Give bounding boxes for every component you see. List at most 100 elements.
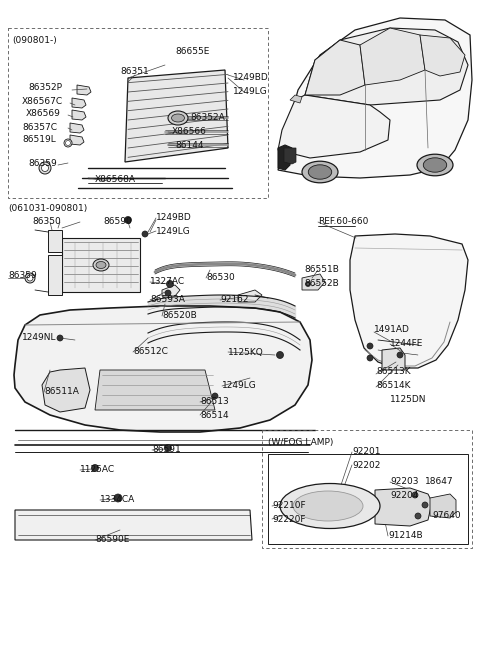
Text: 1249BD: 1249BD bbox=[156, 214, 192, 223]
Polygon shape bbox=[290, 95, 302, 103]
Polygon shape bbox=[238, 290, 262, 302]
Text: X86569: X86569 bbox=[26, 109, 61, 119]
Polygon shape bbox=[42, 368, 90, 412]
Polygon shape bbox=[95, 370, 215, 410]
Text: 97640: 97640 bbox=[432, 512, 461, 521]
Polygon shape bbox=[125, 70, 228, 162]
Text: 86513: 86513 bbox=[200, 398, 229, 407]
Text: 86593A: 86593A bbox=[150, 295, 185, 305]
Text: 1491AD: 1491AD bbox=[374, 326, 410, 335]
Text: 92202: 92202 bbox=[352, 460, 380, 470]
Circle shape bbox=[415, 513, 421, 519]
Polygon shape bbox=[77, 85, 91, 95]
Text: 86655E: 86655E bbox=[175, 48, 209, 56]
Circle shape bbox=[124, 217, 132, 223]
Polygon shape bbox=[305, 28, 468, 105]
Polygon shape bbox=[15, 510, 252, 540]
Bar bbox=[48, 255, 62, 295]
Text: 86359: 86359 bbox=[28, 160, 57, 168]
Circle shape bbox=[64, 139, 72, 147]
Circle shape bbox=[167, 280, 173, 288]
Text: (061031-090801): (061031-090801) bbox=[8, 204, 87, 212]
Circle shape bbox=[142, 231, 148, 237]
Circle shape bbox=[412, 492, 418, 498]
Text: 1249NL: 1249NL bbox=[22, 333, 57, 343]
Polygon shape bbox=[162, 285, 180, 296]
Text: 86352A: 86352A bbox=[190, 113, 225, 122]
Text: 1125DN: 1125DN bbox=[390, 396, 427, 405]
Polygon shape bbox=[302, 274, 325, 290]
Polygon shape bbox=[360, 28, 425, 85]
Ellipse shape bbox=[93, 259, 109, 271]
Text: 92201: 92201 bbox=[352, 447, 381, 457]
Bar bbox=[48, 230, 62, 252]
Text: 86512C: 86512C bbox=[133, 348, 168, 356]
Text: 86514: 86514 bbox=[200, 411, 228, 419]
Polygon shape bbox=[62, 238, 140, 292]
Text: 86351: 86351 bbox=[120, 67, 149, 77]
Polygon shape bbox=[284, 148, 296, 164]
Text: 92204: 92204 bbox=[390, 491, 419, 500]
Text: 18647: 18647 bbox=[425, 477, 454, 487]
Circle shape bbox=[276, 352, 284, 358]
Ellipse shape bbox=[302, 161, 338, 183]
Text: 86519L: 86519L bbox=[22, 136, 56, 145]
Ellipse shape bbox=[293, 491, 363, 521]
Circle shape bbox=[397, 352, 403, 358]
Text: 1244FE: 1244FE bbox=[390, 339, 423, 348]
Polygon shape bbox=[278, 95, 390, 158]
Text: 86357C: 86357C bbox=[22, 122, 57, 132]
Text: 92210F: 92210F bbox=[272, 502, 306, 510]
Bar bbox=[268, 454, 468, 544]
Text: 86144: 86144 bbox=[175, 141, 204, 151]
Text: 1249LG: 1249LG bbox=[222, 381, 257, 390]
Polygon shape bbox=[382, 348, 405, 370]
Polygon shape bbox=[278, 145, 292, 170]
Ellipse shape bbox=[280, 483, 380, 529]
Text: 86350: 86350 bbox=[32, 217, 61, 227]
Ellipse shape bbox=[168, 111, 188, 125]
Ellipse shape bbox=[417, 154, 453, 176]
Text: 86514K: 86514K bbox=[376, 381, 410, 390]
Bar bbox=[8, 28, 268, 198]
Text: 86359: 86359 bbox=[8, 271, 37, 280]
Text: (090801-): (090801-) bbox=[12, 35, 57, 45]
Circle shape bbox=[305, 282, 311, 286]
Circle shape bbox=[165, 445, 171, 451]
Polygon shape bbox=[430, 494, 456, 518]
Text: 92162: 92162 bbox=[220, 295, 249, 305]
Ellipse shape bbox=[423, 158, 447, 172]
Text: X86567C: X86567C bbox=[22, 96, 63, 105]
Text: X86568A: X86568A bbox=[95, 176, 136, 185]
Text: 86591: 86591 bbox=[152, 445, 181, 455]
Polygon shape bbox=[14, 306, 312, 432]
Polygon shape bbox=[305, 40, 365, 95]
Text: 1249BD: 1249BD bbox=[233, 73, 269, 83]
Circle shape bbox=[422, 502, 428, 508]
Circle shape bbox=[367, 355, 373, 361]
Circle shape bbox=[367, 343, 373, 349]
Text: 92220F: 92220F bbox=[272, 514, 305, 523]
Text: 1334CA: 1334CA bbox=[100, 495, 135, 504]
Circle shape bbox=[92, 464, 98, 472]
Text: (W/FOG LAMP): (W/FOG LAMP) bbox=[268, 438, 334, 447]
Text: 1125AC: 1125AC bbox=[80, 466, 115, 474]
Text: 86551B: 86551B bbox=[304, 265, 339, 274]
Text: 1249LG: 1249LG bbox=[156, 227, 191, 236]
Text: 86513K: 86513K bbox=[376, 367, 410, 377]
Polygon shape bbox=[70, 135, 84, 145]
Circle shape bbox=[25, 273, 35, 283]
Bar bbox=[262, 430, 472, 548]
Text: X86566: X86566 bbox=[172, 128, 207, 136]
Text: 1125KQ: 1125KQ bbox=[228, 348, 264, 356]
Circle shape bbox=[57, 335, 63, 341]
Circle shape bbox=[39, 162, 51, 174]
Text: 86590: 86590 bbox=[103, 217, 132, 227]
Text: 91214B: 91214B bbox=[388, 531, 422, 540]
Ellipse shape bbox=[308, 165, 332, 179]
Circle shape bbox=[27, 275, 33, 281]
Polygon shape bbox=[375, 488, 432, 526]
Circle shape bbox=[114, 494, 122, 502]
Text: REF.60-660: REF.60-660 bbox=[318, 217, 368, 227]
Text: 1327AC: 1327AC bbox=[150, 278, 185, 286]
